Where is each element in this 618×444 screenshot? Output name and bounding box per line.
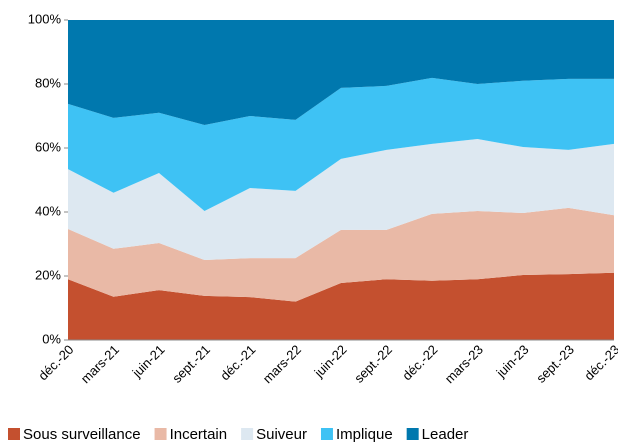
- x-tick-label: sept.-21: [169, 342, 213, 386]
- y-tick-label: 20%: [35, 267, 61, 282]
- x-tick-label: mars-21: [78, 342, 122, 386]
- x-tick-label: sept.-23: [533, 342, 577, 386]
- x-tick-label: déc.-22: [399, 342, 440, 383]
- area: [68, 77, 614, 212]
- x-tick-label: mars-23: [442, 342, 486, 386]
- legend-label: Implique: [336, 426, 393, 443]
- area: [68, 207, 614, 302]
- legend-swatch: [320, 428, 333, 440]
- area: [68, 139, 614, 260]
- legend-swatch: [8, 428, 20, 440]
- legend-label: Suiveur: [256, 426, 307, 443]
- legend-swatch: [154, 428, 167, 440]
- x-tick-label: déc.-23: [581, 342, 618, 383]
- legend-swatch: [406, 428, 419, 440]
- x-tick-label: déc.-20: [35, 342, 76, 383]
- y-tick-label: 100%: [28, 11, 62, 26]
- x-tick-label: mars-22: [260, 342, 304, 386]
- x-tick-label: juin-21: [129, 342, 168, 381]
- x-tick-label: sept.-22: [351, 342, 395, 386]
- legend-label: Leader: [422, 426, 469, 443]
- y-tick-label: 80%: [35, 75, 61, 90]
- y-tick-label: 40%: [35, 203, 61, 218]
- area: [68, 272, 614, 340]
- x-tick-label: juin-23: [493, 342, 532, 381]
- x-tick-label: déc.-21: [217, 342, 258, 383]
- legend-swatch: [241, 428, 254, 440]
- y-tick-label: 0%: [42, 331, 61, 346]
- legend-label: Incertain: [170, 426, 228, 443]
- legend-label: Sous surveillance: [23, 426, 141, 443]
- x-tick-label: juin-22: [311, 342, 350, 381]
- y-tick-label: 60%: [35, 139, 61, 154]
- area: [68, 20, 614, 125]
